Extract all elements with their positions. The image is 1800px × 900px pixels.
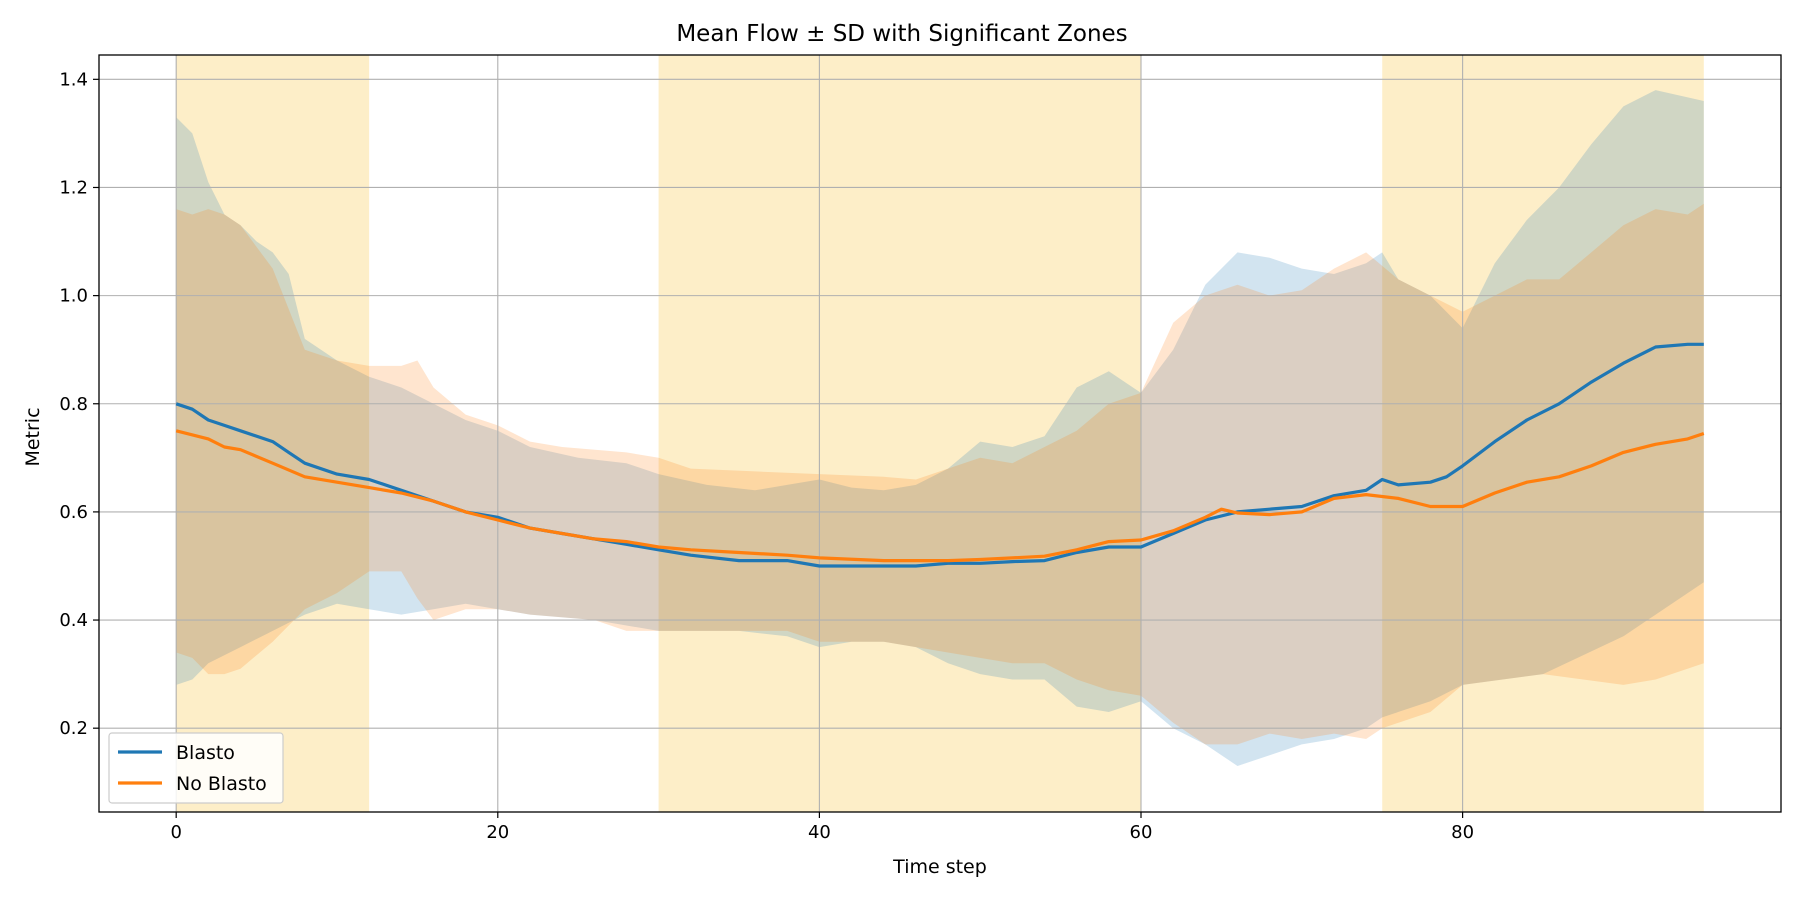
x-tick-label: 40 <box>808 822 831 843</box>
sd-band-no-blasto <box>176 203 1704 745</box>
legend-label-no-blasto: No Blasto <box>176 773 267 795</box>
x-tick-label: 60 <box>1130 822 1153 843</box>
y-tick-label: 1.0 <box>59 286 88 307</box>
y-tick-label: 1.2 <box>59 177 88 198</box>
y-axis-ticks: 0.2 0.4 0.6 0.8 1.0 1.2 1.4 <box>59 69 99 739</box>
grid-lines <box>99 55 1781 812</box>
plot-frame <box>98 54 1782 813</box>
y-tick-label: 0.6 <box>59 502 88 523</box>
x-axis-title: Time step <box>892 856 987 878</box>
y-tick-label: 0.4 <box>59 610 88 631</box>
significant-zone-0 <box>176 55 370 812</box>
x-tick-label: 80 <box>1451 822 1474 843</box>
sd-bands <box>176 90 1704 767</box>
y-axis-title: Metric <box>22 407 44 466</box>
x-tick-label: 20 <box>486 822 509 843</box>
series-lines <box>175 342 1705 568</box>
series-line-no-blasto <box>175 429 1705 563</box>
significant-zones <box>176 55 1704 812</box>
x-axis-ticks: 0 20 40 60 80 <box>170 812 1474 843</box>
y-tick-label: 0.2 <box>59 718 88 739</box>
sd-band-blasto <box>176 90 1704 767</box>
series-line-blasto <box>175 342 1704 568</box>
significant-zone-1 <box>658 55 1142 812</box>
significant-zone-2 <box>1382 55 1704 812</box>
legend-label-blasto: Blasto <box>176 742 235 764</box>
x-tick-label: 0 <box>170 822 181 843</box>
chart-title: Mean Flow ± SD with Significant Zones <box>676 21 1127 47</box>
y-tick-label: 0.8 <box>59 394 88 415</box>
legend: Blasto No Blasto <box>108 732 284 804</box>
y-tick-label: 1.4 <box>59 69 88 90</box>
